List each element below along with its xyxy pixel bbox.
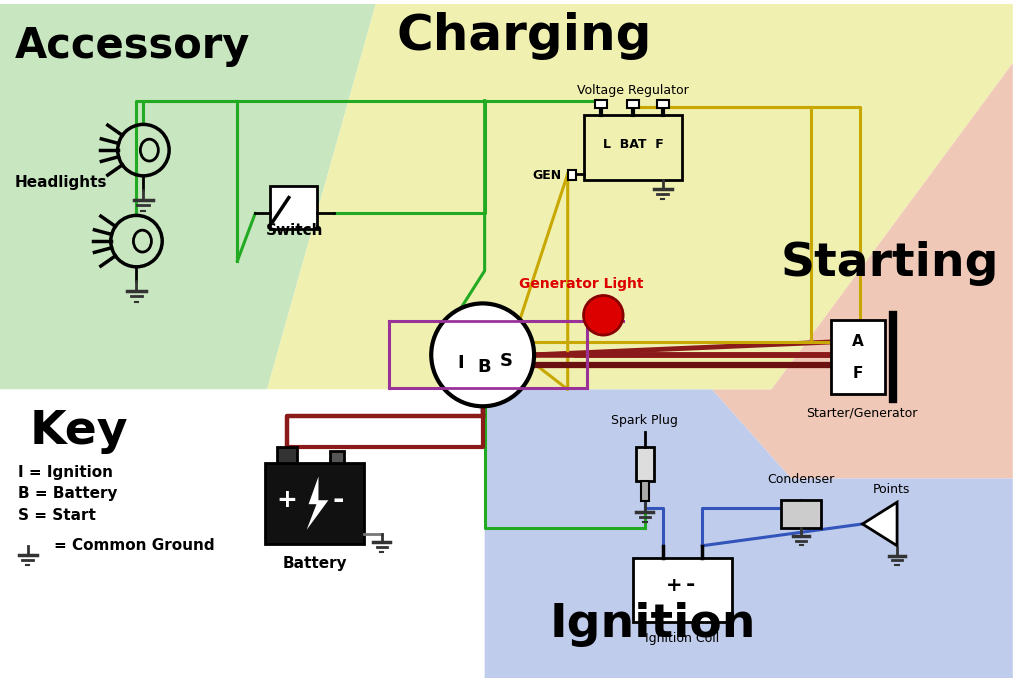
Text: -: - [686, 576, 695, 595]
Text: = Common Ground: = Common Ground [54, 537, 215, 552]
Polygon shape [475, 389, 1013, 679]
Polygon shape [862, 502, 897, 546]
Text: Generator Light: Generator Light [519, 277, 644, 291]
Bar [633, 558, 732, 622]
Bar [331, 451, 344, 462]
Bar [270, 186, 317, 229]
Text: Accessory: Accessory [14, 25, 250, 68]
Bar [656, 100, 669, 108]
Text: B: B [478, 358, 492, 376]
Bar [641, 481, 649, 501]
Text: Battery: Battery [283, 556, 347, 571]
Text: +: + [667, 576, 683, 595]
Text: A: A [852, 334, 864, 349]
Bar [636, 447, 653, 481]
Text: -: - [333, 486, 344, 514]
Text: Ignition: Ignition [550, 602, 756, 647]
Text: I = Ignition: I = Ignition [17, 464, 113, 479]
Bar [584, 115, 682, 180]
Bar [595, 100, 607, 108]
Polygon shape [0, 389, 484, 679]
Bar [781, 500, 821, 528]
Text: Starting: Starting [781, 241, 999, 286]
Text: Condenser: Condenser [768, 473, 835, 486]
Text: F: F [853, 366, 863, 381]
Polygon shape [267, 3, 1013, 389]
Bar [389, 321, 587, 389]
Text: S = Start: S = Start [17, 508, 95, 523]
Text: L  BAT  F: L BAT F [602, 138, 664, 151]
Circle shape [431, 303, 535, 406]
Text: Charging: Charging [396, 12, 652, 59]
Text: I: I [458, 354, 464, 372]
Text: B = Battery: B = Battery [17, 486, 118, 501]
Polygon shape [306, 477, 329, 530]
Bar [265, 462, 364, 544]
Text: Points: Points [872, 484, 909, 496]
Text: Key: Key [30, 409, 128, 454]
Circle shape [584, 295, 623, 335]
Text: Voltage Regulator: Voltage Regulator [578, 84, 689, 97]
Text: S: S [500, 352, 513, 370]
Polygon shape [712, 63, 1013, 479]
Bar [276, 447, 297, 462]
Text: Headlights: Headlights [14, 175, 108, 190]
Text: Ignition Coil: Ignition Coil [645, 632, 720, 644]
Text: +: + [276, 488, 297, 512]
Bar [627, 100, 639, 108]
Polygon shape [0, 3, 376, 389]
Text: Switch: Switch [266, 223, 324, 238]
Text: Starter/Generator: Starter/Generator [806, 406, 918, 419]
Text: Spark Plug: Spark Plug [611, 414, 678, 427]
Bar [567, 170, 575, 180]
Text: GEN: GEN [532, 169, 562, 182]
Bar [830, 321, 885, 394]
